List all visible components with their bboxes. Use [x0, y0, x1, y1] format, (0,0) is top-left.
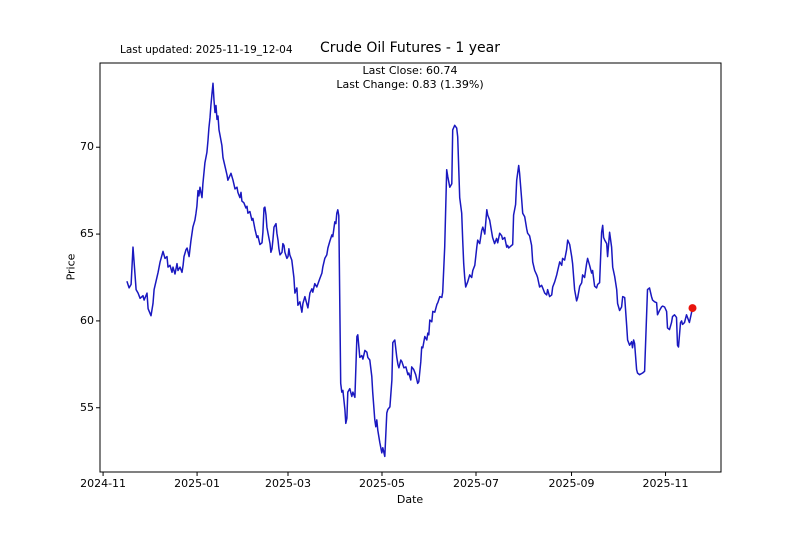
price-annotation: Last Close: 60.74 Last Change: 0.83 (1.3… [336, 64, 483, 91]
price-line [126, 82, 694, 458]
chart-title: Crude Oil Futures - 1 year [319, 40, 501, 56]
annotation-last-close: Last Close: 60.74 [362, 64, 458, 77]
x-tick-label: 2024-11 [80, 477, 127, 490]
x-tick-label: 2025-11 [642, 477, 689, 490]
x-tick-label: 2025-09 [548, 477, 595, 490]
x-tick-label: 2025-01 [174, 477, 221, 490]
y-tick-label: 60 [80, 313, 94, 327]
x-axis-label: Date [396, 493, 424, 506]
last-updated-text: Last updated: 2025-11-19_12-04 [120, 44, 293, 56]
y-tick-label: 55 [80, 400, 94, 414]
x-tick-label: 2025-05 [359, 477, 405, 490]
plot-border [99, 62, 722, 473]
x-tick-label: 2025-03 [265, 477, 311, 490]
y-axis-label: Price [64, 253, 78, 281]
last-price-marker-icon [688, 304, 697, 313]
y-tick-label: 70 [80, 140, 94, 154]
x-tick-label: 2025-07 [453, 477, 499, 490]
y-tick-label: 65 [80, 227, 94, 241]
annotation-last-change: Last Change: 0.83 (1.39%) [336, 77, 484, 91]
